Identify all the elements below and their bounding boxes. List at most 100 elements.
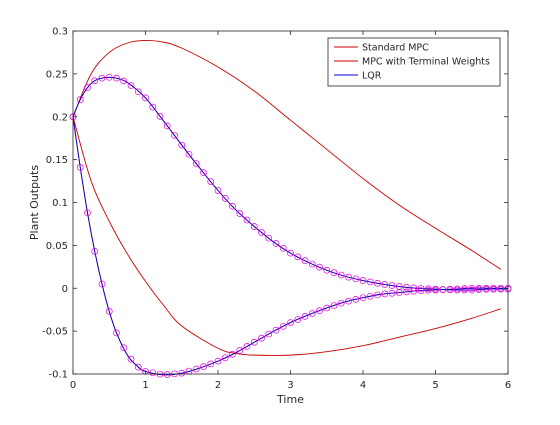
- data-point-marker: [323, 266, 331, 274]
- y-tick-label: 0: [62, 284, 68, 295]
- y-tick-label: 0.2: [52, 112, 68, 123]
- data-point-marker: [316, 263, 323, 271]
- data-point-marker: [475, 284, 483, 292]
- data-point-marker: [352, 296, 360, 303]
- data-point-marker: [345, 297, 352, 305]
- data-point-marker: [250, 338, 258, 346]
- data-point-marker: [453, 285, 461, 293]
- data-point-marker: [214, 187, 222, 194]
- x-tick-label: 6: [505, 380, 511, 391]
- data-point-marker: [374, 291, 381, 299]
- y-tick-label: 0.1: [52, 198, 68, 209]
- data-point-marker: [229, 350, 236, 358]
- data-point-marker: [221, 195, 229, 202]
- x-tick-label: 0: [70, 380, 76, 391]
- data-point-marker: [330, 269, 338, 276]
- data-point-marker: [127, 82, 135, 89]
- legend-box: [327, 37, 501, 87]
- data-point-marker: [178, 369, 186, 377]
- data-point-marker: [468, 286, 476, 294]
- data-point-marker: [316, 307, 323, 315]
- data-point-marker: [113, 329, 120, 337]
- data-point-marker: [279, 244, 287, 252]
- data-point-marker: [374, 279, 381, 287]
- data-point-marker: [323, 304, 331, 312]
- data-point-marker: [265, 234, 273, 242]
- y-axis-label: Plant Outputs: [28, 165, 41, 240]
- y-tick-label: 0.3: [52, 27, 68, 38]
- data-point-marker: [279, 322, 287, 330]
- y-tick-label: 0.05: [46, 241, 68, 252]
- data-point-marker: [395, 289, 403, 296]
- data-point-marker: [236, 210, 244, 217]
- data-point-marker: [301, 257, 309, 264]
- data-point-marker: [250, 223, 258, 230]
- data-point-marker: [171, 132, 178, 139]
- data-point-marker: [98, 280, 106, 288]
- data-point-marker: [192, 365, 200, 373]
- data-point-marker: [352, 275, 360, 283]
- data-point-marker: [461, 285, 468, 292]
- data-point-marker: [258, 228, 265, 236]
- data-point-marker: [403, 283, 410, 291]
- data-point-marker: [142, 368, 149, 375]
- data-point-marker: [410, 287, 418, 295]
- data-point-marker: [345, 273, 352, 281]
- data-point-marker: [424, 286, 432, 294]
- data-point-marker: [236, 347, 244, 354]
- data-point-marker: [243, 216, 251, 224]
- data-point-marker: [294, 316, 302, 323]
- data-point-marker: [258, 334, 265, 342]
- data-point-marker: [301, 313, 309, 320]
- data-point-marker: [439, 286, 447, 293]
- data-point-marker: [417, 285, 425, 292]
- data-point-marker: [388, 289, 396, 297]
- data-point-marker: [127, 355, 135, 363]
- data-point-marker: [388, 282, 396, 289]
- legend-label-standard-mpc: Standard MPC: [362, 43, 429, 54]
- data-point-marker: [105, 308, 113, 315]
- legend-label-mpc-terminal-weights: MPC with Terminal Weights: [362, 57, 490, 68]
- data-point-marker: [432, 286, 439, 294]
- legend: Standard MPC MPC with Terminal Weights L…: [327, 37, 501, 87]
- data-point-marker: [337, 271, 345, 279]
- data-point-marker: [272, 326, 280, 334]
- data-point-marker: [113, 74, 120, 82]
- data-point-marker: [381, 281, 389, 288]
- data-point-marker: [76, 96, 84, 103]
- data-point-marker: [91, 248, 99, 255]
- data-point-marker: [243, 343, 251, 350]
- data-point-marker: [149, 369, 157, 377]
- data-point-marker: [308, 310, 316, 317]
- data-point-marker: [120, 77, 128, 85]
- data-point-marker: [214, 357, 222, 365]
- data-point-marker: [207, 178, 215, 185]
- data-point-marker: [366, 278, 374, 286]
- data-point-marker: [468, 284, 476, 292]
- data-point-marker: [272, 240, 280, 247]
- data-point-marker: [381, 290, 389, 298]
- data-point-marker: [287, 319, 294, 326]
- data-point-marker: [142, 94, 149, 102]
- plot-area: [73, 31, 508, 374]
- data-point-marker: [156, 113, 164, 120]
- data-point-marker: [410, 284, 418, 292]
- y-tick-label: -0.05: [42, 327, 68, 338]
- data-point-marker: [221, 354, 229, 362]
- data-point-marker: [497, 284, 505, 292]
- data-point-marker: [308, 260, 316, 268]
- x-tick-label: 3: [287, 380, 293, 391]
- data-point-marker: [98, 74, 106, 82]
- x-tick-label: 1: [142, 380, 148, 391]
- data-point-marker: [163, 122, 171, 130]
- data-point-marker: [134, 363, 142, 371]
- data-point-marker: [446, 285, 454, 293]
- data-point-marker: [91, 77, 99, 85]
- y-tick-label: 0.25: [46, 69, 68, 80]
- series-line-standard-mpc: [72, 116, 501, 356]
- data-point-marker: [490, 284, 497, 292]
- data-point-marker: [149, 103, 157, 111]
- data-point-marker: [120, 344, 128, 352]
- series-line-standard-mpc: [72, 39, 501, 270]
